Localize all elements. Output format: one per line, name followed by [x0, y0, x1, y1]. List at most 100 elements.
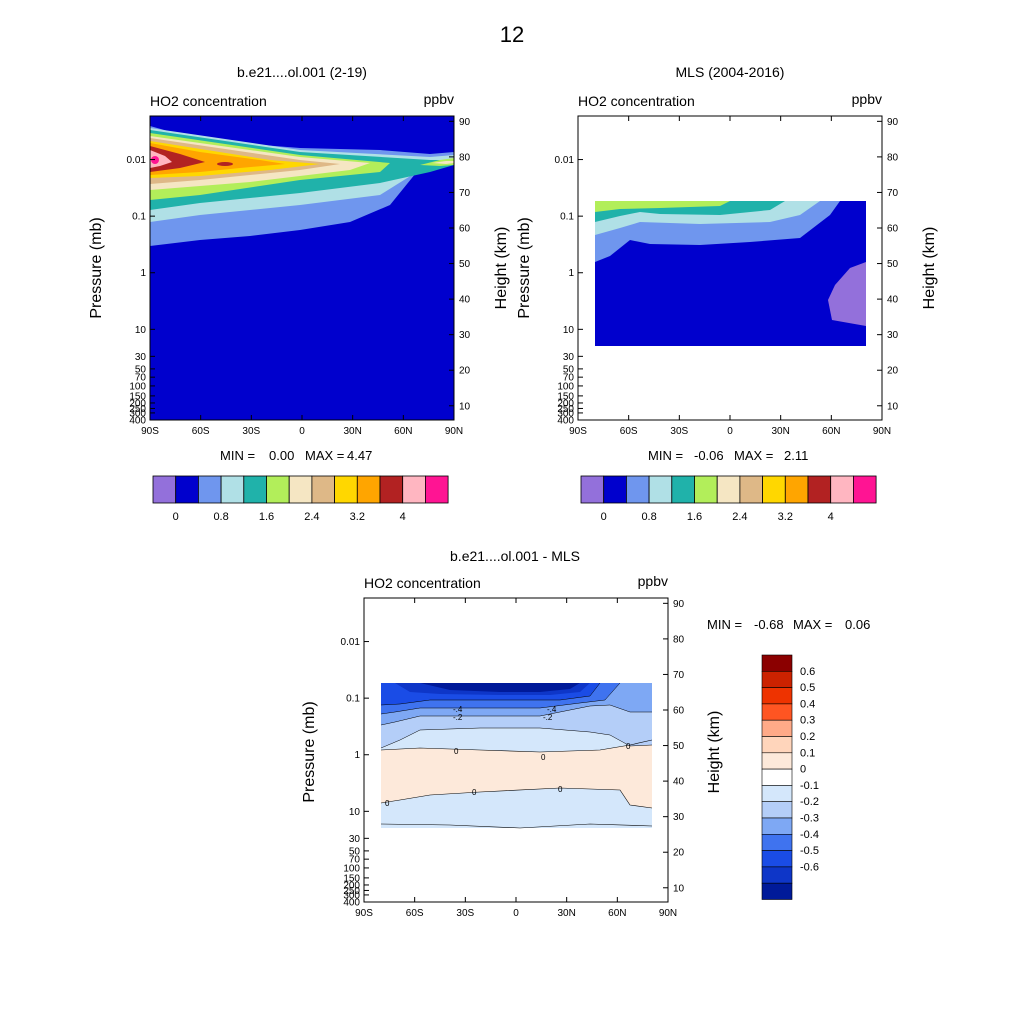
y-right-tick-label: 30 — [459, 330, 471, 341]
colorbar-label: 3.2 — [350, 511, 365, 523]
panel-obs-units-label: ppbv — [852, 91, 882, 107]
panel-diff-title: b.e21....ol.001 - MLS — [450, 548, 580, 564]
panel-obs-min-label: MIN = — [648, 448, 683, 463]
panel-diff-contour-zero-lower — [380, 787, 653, 809]
panel-model-red-spot — [217, 162, 233, 166]
y-tick-label: 400 — [557, 416, 574, 427]
y-right-tick-label: 80 — [673, 634, 685, 645]
y-right-tick-label: 40 — [459, 295, 471, 306]
colorbar-label: 3.2 — [778, 511, 793, 523]
contour-label: 0 — [626, 742, 631, 751]
colorbar-label: 1.6 — [259, 511, 274, 523]
panel-model-ylabel-right: Height (km) — [493, 227, 510, 310]
colorbar-swatch — [761, 866, 793, 884]
panel-model-min-label: MIN = — [220, 448, 255, 463]
colorbar-swatch — [580, 475, 605, 504]
colorbar-swatch — [761, 752, 793, 770]
colorbar-swatch — [761, 882, 793, 900]
contour-label: 0 — [541, 753, 546, 762]
y-right-tick-label: 60 — [459, 224, 471, 235]
y-tick-label: 200 — [129, 398, 146, 409]
contour-label: -.2 — [543, 713, 553, 722]
colorbar-swatch — [853, 475, 877, 504]
x-tick-label: 0 — [299, 426, 305, 437]
y-tick-label: 30 — [563, 352, 575, 363]
y-tick-label: 300 — [343, 890, 360, 901]
panel-diff: b.e21....ol.001 - MLS HO2 concentration … — [301, 548, 870, 919]
y-right-tick-label: 40 — [673, 777, 685, 788]
y-right-tick-label: 70 — [673, 670, 685, 681]
panel-obs-lavender — [828, 262, 866, 326]
panel-obs-colorbar: 0 0.8 1.6 2.4 3.2 4 — [580, 475, 877, 523]
colorbar-swatch — [626, 475, 650, 504]
colorbar-swatch — [761, 654, 793, 672]
x-tick-label: 90S — [569, 426, 587, 437]
y-tick-label: 100 — [129, 381, 146, 392]
y-tick-label: 150 — [343, 873, 360, 884]
colorbar-swatch — [694, 475, 718, 504]
colorbar-label: 1.6 — [687, 511, 702, 523]
colorbar-swatch — [739, 475, 764, 504]
x-tick-label: 30N — [771, 426, 789, 437]
colorbar-label: -0.6 — [800, 861, 819, 873]
colorbar-swatch — [671, 475, 695, 504]
y-tick-label: 70 — [349, 855, 361, 866]
x-tick-label: 60S — [406, 908, 424, 919]
panel-model-nh-band-cream — [432, 161, 454, 164]
y-right-tick-label: 60 — [673, 706, 685, 717]
colorbar-label: -0.1 — [800, 780, 819, 792]
contour-label: -.4 — [547, 705, 557, 714]
y-right-tick-label: 70 — [887, 188, 899, 199]
colorbar-swatch — [266, 475, 290, 504]
x-tick-label: 60N — [394, 426, 412, 437]
panel-diff-field-label: HO2 concentration — [364, 575, 481, 591]
y-tick-label: 30 — [349, 834, 361, 845]
colorbar-label: 2.4 — [304, 511, 319, 523]
y-tick-label: 100 — [557, 381, 574, 392]
colorbar-swatch — [761, 785, 793, 803]
panel-model-max-value: 4.47 — [347, 448, 372, 463]
colorbar-swatch — [334, 475, 358, 504]
colorbar-swatch — [716, 475, 741, 504]
y-right-tick-label: 80 — [459, 152, 471, 163]
y-tick-label: 100 — [343, 863, 360, 874]
colorbar-swatch — [402, 475, 426, 504]
y-right-tick-label: 20 — [887, 366, 899, 377]
panel-model-minmax: MIN = 0.00 MAX = 4.47 — [220, 448, 372, 463]
panel-model-plot — [149, 115, 455, 421]
y-right-tick-label: 50 — [887, 259, 899, 270]
panel-model-max-label: MAX = — [305, 448, 344, 463]
colorbar-label: -0.3 — [800, 813, 819, 825]
colorbar-swatch — [761, 670, 793, 688]
y-tick-label: 0.01 — [127, 155, 147, 166]
y-tick-label: 70 — [563, 373, 575, 384]
panel-diff-contour-neg4 — [380, 682, 601, 706]
y-tick-label: 400 — [129, 416, 146, 427]
x-tick-label: 90S — [141, 426, 159, 437]
panel-obs-max-label: MAX = — [734, 448, 773, 463]
colorbar-swatch — [761, 703, 793, 721]
colorbar-swatch — [379, 475, 404, 504]
colorbar-label: 0.3 — [800, 715, 815, 727]
y-tick-label: 50 — [563, 364, 575, 375]
x-tick-label: 60S — [620, 426, 638, 437]
y-tick-label: 0.1 — [132, 212, 146, 223]
y-right-tick-label: 20 — [673, 848, 685, 859]
panel-obs-field-label: HO2 concentration — [578, 93, 695, 109]
x-tick-label: 30N — [343, 426, 361, 437]
colorbar-swatch — [761, 817, 793, 835]
y-right-tick-label: 10 — [459, 401, 471, 412]
colorbar-swatch — [356, 475, 381, 504]
y-tick-label: 50 — [349, 846, 361, 857]
colorbar-swatch — [761, 687, 793, 705]
y-tick-label: 250 — [343, 886, 360, 897]
y-tick-label: 300 — [129, 408, 146, 419]
x-tick-label: 60S — [192, 426, 210, 437]
panel-obs-ylabel: Pressure (mb) — [516, 217, 533, 318]
y-right-tick-label: 20 — [459, 366, 471, 377]
y-tick-label: 0.01 — [341, 637, 361, 648]
y-tick-label: 10 — [135, 325, 147, 336]
x-tick-label: 60N — [608, 908, 626, 919]
